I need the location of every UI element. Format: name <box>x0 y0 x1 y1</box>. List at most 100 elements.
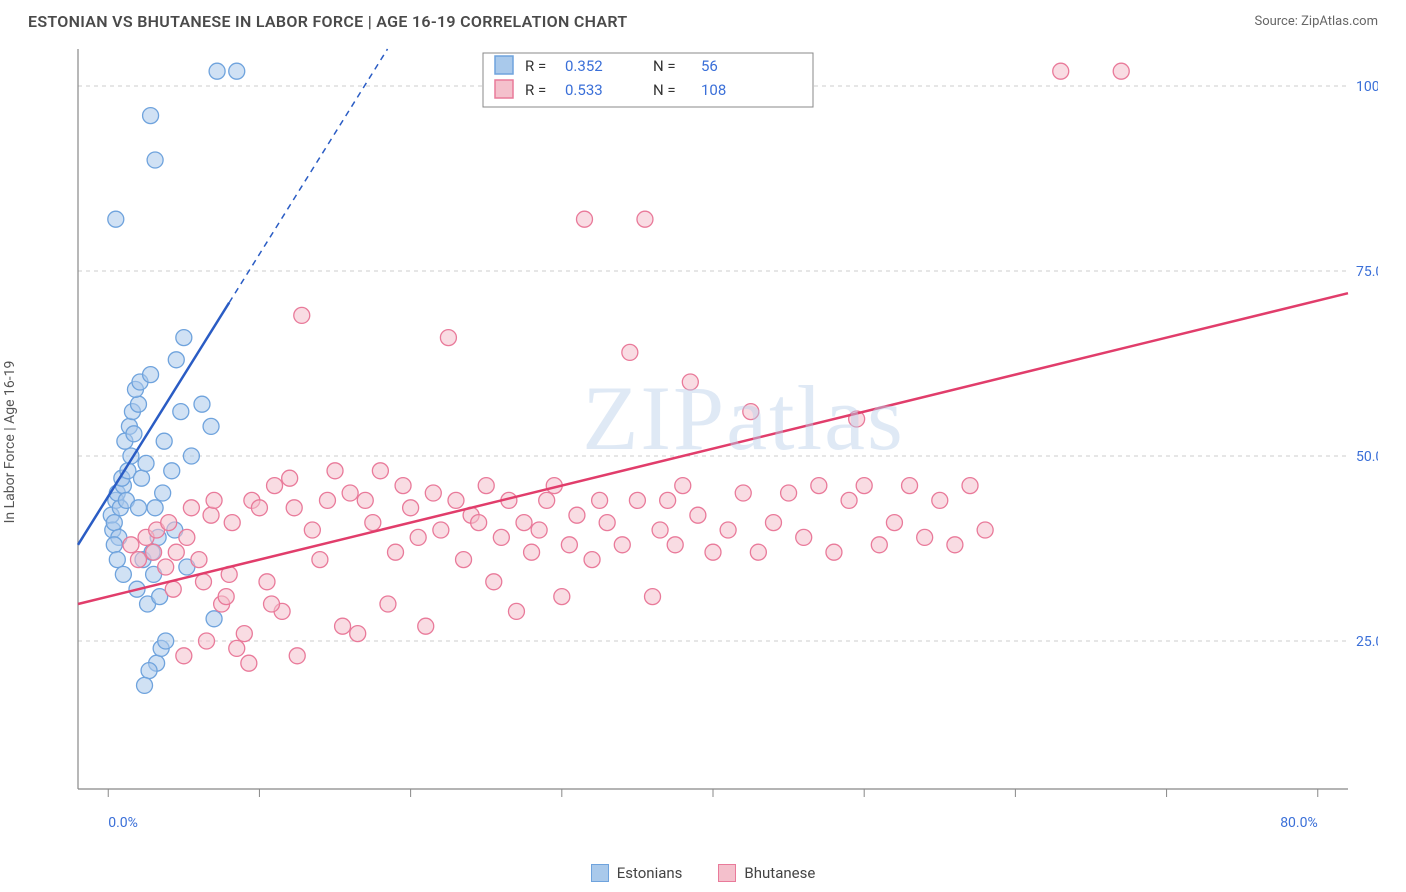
data-point <box>486 574 502 590</box>
data-point <box>826 544 842 560</box>
legend-swatch <box>495 56 513 74</box>
data-point <box>637 211 653 227</box>
legend-n-value: 108 <box>701 81 726 99</box>
y-axis-label: In Labor Force | Age 16-19 <box>2 361 18 524</box>
data-point <box>312 552 328 568</box>
data-point <box>705 544 721 560</box>
x-tick-label: 80.0% <box>1280 815 1318 829</box>
data-point <box>652 522 668 538</box>
data-point <box>143 108 159 124</box>
data-point <box>765 515 781 531</box>
data-point <box>917 529 933 545</box>
data-point <box>155 485 171 501</box>
trend-line-dashed <box>229 49 387 303</box>
data-point <box>147 152 163 168</box>
data-point <box>629 492 645 508</box>
legend-item: Estonians <box>591 864 683 882</box>
data-point <box>173 404 189 420</box>
x-tick-label: 0.0% <box>108 815 138 829</box>
data-point <box>164 463 180 479</box>
data-point <box>191 552 207 568</box>
data-point <box>168 352 184 368</box>
data-point <box>614 537 630 553</box>
data-point <box>146 544 162 560</box>
data-point <box>372 463 388 479</box>
data-point <box>871 537 887 553</box>
data-point <box>395 478 411 494</box>
data-point <box>251 500 267 516</box>
data-point <box>259 574 275 590</box>
data-point <box>203 418 219 434</box>
data-point <box>206 611 222 627</box>
chart-header: ESTONIAN VS BHUTANESE IN LABOR FORCE | A… <box>0 0 1406 39</box>
data-point <box>209 63 225 79</box>
data-point <box>493 529 509 545</box>
data-point <box>781 485 797 501</box>
chart-source: Source: ZipAtlas.com <box>1254 14 1378 29</box>
data-point <box>137 677 153 693</box>
data-point <box>108 211 124 227</box>
data-point <box>508 603 524 619</box>
data-point <box>134 470 150 486</box>
data-point <box>130 396 146 412</box>
data-point <box>403 500 419 516</box>
data-point <box>433 522 449 538</box>
data-point <box>229 63 245 79</box>
data-point <box>554 589 570 605</box>
data-point <box>660 492 676 508</box>
data-point <box>932 492 948 508</box>
data-point <box>410 529 426 545</box>
chart-title: ESTONIAN VS BHUTANESE IN LABOR FORCE | A… <box>28 12 627 31</box>
data-point <box>168 544 184 560</box>
data-point <box>418 618 434 634</box>
scatter-chart: 25.0%50.0%75.0%100.0%0.0%80.0%R =0.352N … <box>28 39 1378 829</box>
data-point <box>675 478 691 494</box>
data-point <box>735 485 751 501</box>
data-point <box>576 211 592 227</box>
data-point <box>264 596 280 612</box>
data-point <box>977 522 993 538</box>
data-point <box>471 515 487 531</box>
data-point <box>682 374 698 390</box>
data-point <box>592 492 608 508</box>
data-point <box>380 596 396 612</box>
data-point <box>183 448 199 464</box>
data-point <box>841 492 857 508</box>
data-point <box>584 552 600 568</box>
y-tick-label: 75.0% <box>1356 264 1378 280</box>
y-tick-label: 50.0% <box>1356 449 1378 465</box>
legend-r-value: 0.533 <box>565 81 603 99</box>
data-point <box>282 470 298 486</box>
data-point <box>440 330 456 346</box>
data-point <box>218 589 234 605</box>
data-point <box>350 626 366 642</box>
data-point <box>130 552 146 568</box>
data-point <box>199 633 215 649</box>
data-point <box>531 522 547 538</box>
data-point <box>176 648 192 664</box>
data-point <box>183 500 199 516</box>
data-point <box>236 626 252 642</box>
data-point <box>158 559 174 575</box>
legend-item: Bhutanese <box>718 864 815 882</box>
data-point <box>206 492 222 508</box>
legend-n-value: 56 <box>701 57 718 75</box>
data-point <box>147 500 163 516</box>
data-point <box>524 544 540 560</box>
legend-label: Bhutanese <box>744 864 815 882</box>
data-point <box>962 478 978 494</box>
data-point <box>115 566 131 582</box>
data-point <box>811 478 827 494</box>
data-point <box>561 537 577 553</box>
data-point <box>1053 63 1069 79</box>
legend-swatch <box>591 864 609 882</box>
data-point <box>856 478 872 494</box>
data-point <box>342 485 358 501</box>
legend-r-label: R = <box>525 57 546 75</box>
data-point <box>1113 63 1129 79</box>
data-point <box>106 515 122 531</box>
data-point <box>720 522 736 538</box>
data-point <box>138 455 154 471</box>
legend-n-label: N = <box>653 81 676 99</box>
data-point <box>743 404 759 420</box>
